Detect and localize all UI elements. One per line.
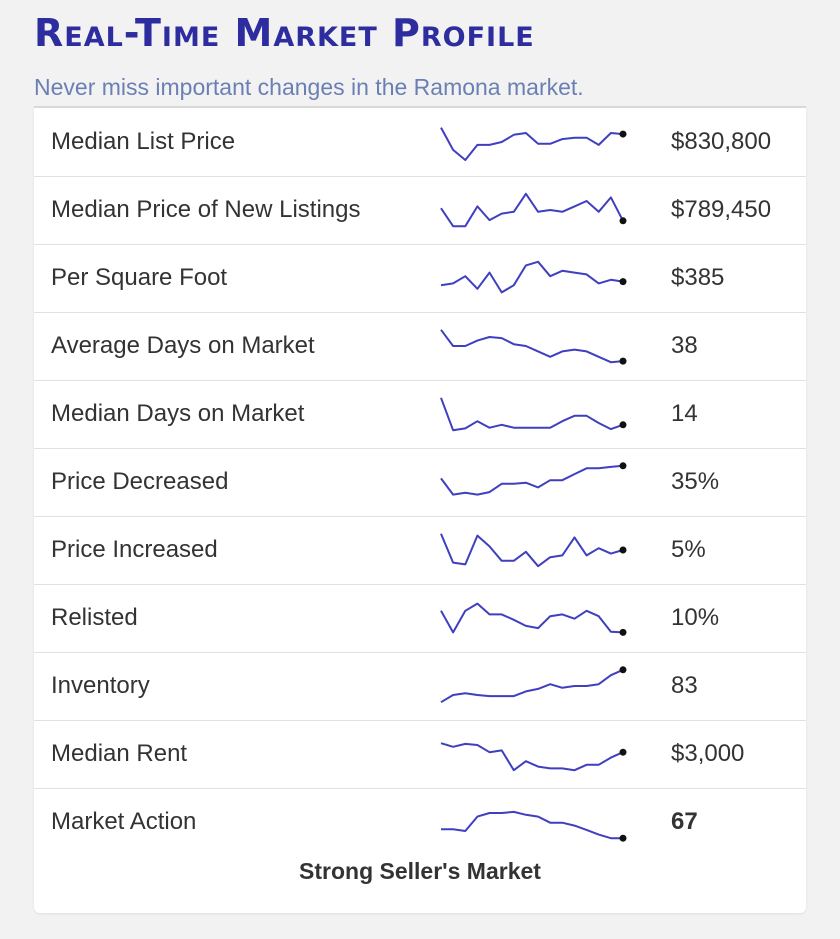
sparkline-end-dot — [619, 421, 627, 429]
metric-label: Median Days on Market — [51, 400, 305, 427]
sparkline-end-dot — [619, 666, 627, 674]
metric-row-relisted: Relisted 10% — [34, 584, 806, 653]
metric-label: Market Action — [51, 808, 197, 835]
sparkline-trend-line — [440, 464, 624, 496]
sparkline-end-dot — [619, 130, 627, 138]
metric-row-market-action: Market Action 67 — [34, 788, 806, 856]
metric-label: Per Square Foot — [51, 264, 228, 291]
metric-value: $385 — [671, 264, 725, 291]
metric-sparkline — [440, 462, 627, 496]
sparkline-trend-line — [440, 329, 624, 364]
metric-row-price-increased: Price Increased 5% — [34, 516, 806, 585]
metric-row-average-days-on-market: Average Days on Market 38 — [34, 312, 806, 381]
metric-label: Median Rent — [51, 740, 188, 767]
metric-label: Inventory — [51, 672, 150, 699]
metric-label: Relisted — [51, 604, 138, 631]
metric-value: 67 — [671, 808, 698, 835]
metric-sparkline — [440, 329, 627, 365]
sparkline-end-dot — [619, 834, 627, 842]
sparkline-trend-line — [440, 602, 624, 634]
sparkline-trend-line — [440, 127, 624, 161]
metric-label: Price Decreased — [51, 468, 229, 495]
metric-value: 14 — [671, 400, 698, 427]
sparkline-end-dot — [619, 628, 627, 636]
sparkline-end-dot — [619, 357, 627, 365]
metric-value: $830,800 — [671, 128, 772, 155]
metric-sparkline — [440, 602, 627, 636]
metric-sparkline — [440, 127, 627, 161]
metric-label: Average Days on Market — [51, 332, 315, 359]
metric-sparkline — [441, 810, 627, 842]
sparkline-trend-line — [440, 742, 624, 772]
sparkline-end-dot — [619, 462, 627, 470]
sparkline-trend-line — [440, 192, 624, 228]
metric-row-median-list-price: Median List Price $830,800 — [34, 108, 806, 177]
metric-label: Median Price of New Listings — [51, 196, 361, 223]
metric-value: $789,450 — [671, 196, 772, 223]
metric-sparkline — [440, 397, 627, 432]
market-profile-table: Median List Price $830,800 Median Price … — [34, 106, 806, 913]
metric-row-price-decreased: Price Decreased 35% — [34, 448, 806, 517]
metric-sparkline — [440, 192, 627, 228]
metric-row-median-days-on-market: Median Days on Market 14 — [34, 380, 806, 449]
metric-value: $3,000 — [671, 740, 745, 767]
metric-row-inventory: Inventory 83 — [34, 652, 806, 721]
sparkline-end-dot — [619, 748, 627, 756]
sparkline-trend-line — [441, 810, 623, 840]
metric-sparkline — [440, 666, 627, 704]
metric-value: 35% — [671, 468, 720, 495]
metric-value: 5% — [671, 536, 706, 563]
metric-sparkline — [440, 260, 627, 294]
metric-sparkline — [440, 533, 627, 568]
metric-value: 10% — [671, 604, 720, 631]
metric-label: Median List Price — [51, 128, 236, 155]
page-subtitle: Never miss important changes in the Ramo… — [34, 74, 584, 100]
sparkline-trend-line — [440, 397, 624, 432]
metric-row-per-square-foot: Per Square Foot $385 — [34, 244, 806, 313]
metric-value: 83 — [671, 672, 698, 699]
market-status-label: Strong Seller's Market — [299, 858, 541, 884]
page-title: Real-Time Market Profile — [34, 11, 535, 55]
metric-sparkline — [440, 742, 627, 772]
metric-row-median-rent: Median Rent $3,000 — [34, 720, 806, 789]
sparkline-trend-line — [440, 668, 624, 704]
metric-label: Price Increased — [51, 536, 218, 563]
sparkline-trend-line — [440, 260, 624, 294]
sparkline-end-dot — [619, 278, 627, 286]
metric-row-median-price-new-listings: Median Price of New Listings $789,450 — [34, 176, 806, 245]
metric-value: 38 — [671, 332, 698, 359]
sparkline-end-dot — [619, 217, 627, 225]
sparkline-trend-line — [440, 533, 624, 568]
sparkline-end-dot — [619, 546, 627, 554]
